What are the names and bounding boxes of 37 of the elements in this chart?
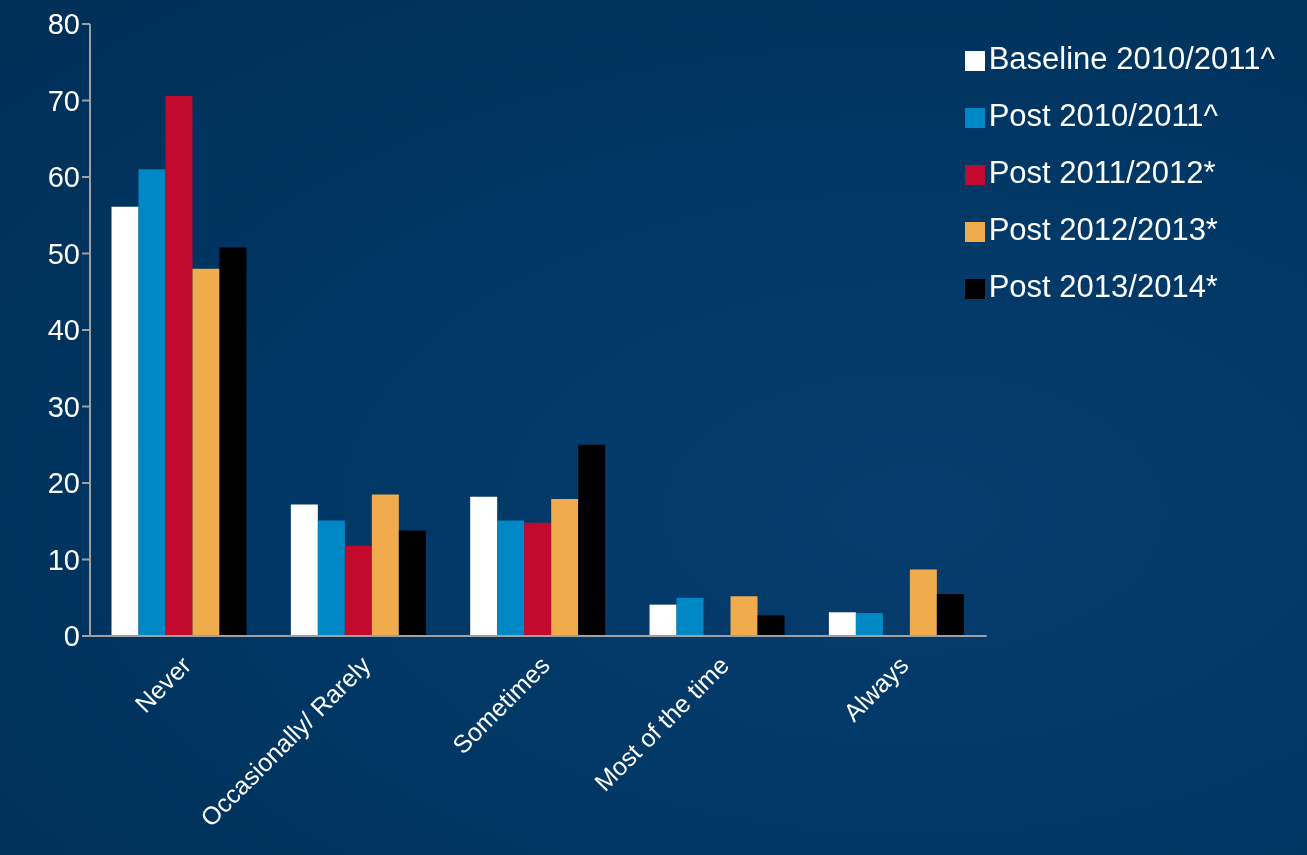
bar xyxy=(649,604,677,636)
bar xyxy=(317,520,345,636)
y-tick-label: 80 xyxy=(47,8,80,41)
bar xyxy=(398,530,426,636)
legend-label: Post 2012/2013* xyxy=(988,212,1218,247)
y-tick-label: 20 xyxy=(47,467,80,500)
legend-label: Post 2013/2014* xyxy=(988,269,1218,304)
bar xyxy=(578,444,606,636)
bar xyxy=(192,268,220,636)
bar xyxy=(909,569,937,636)
bar xyxy=(290,504,318,636)
legend-label: Post 2011/2012* xyxy=(988,155,1216,190)
y-tick-label: 0 xyxy=(63,620,80,653)
legend-label: Post 2010/2011^ xyxy=(988,98,1219,133)
bar xyxy=(344,545,372,636)
bar xyxy=(524,522,552,636)
bar xyxy=(111,206,139,636)
y-tick-label: 50 xyxy=(47,237,80,270)
bar xyxy=(936,593,964,636)
bar xyxy=(551,499,579,636)
bar xyxy=(219,247,247,636)
y-tick-label: 30 xyxy=(47,390,80,423)
bar xyxy=(855,613,883,636)
bar xyxy=(371,494,399,636)
bar xyxy=(757,615,785,636)
bar xyxy=(165,95,193,636)
y-tick-label: 60 xyxy=(47,161,80,194)
y-tick-label: 10 xyxy=(47,543,80,576)
bar xyxy=(828,612,856,636)
legend-label: Baseline 2010/2011^ xyxy=(988,41,1275,76)
bar xyxy=(676,597,704,636)
bar xyxy=(470,496,498,636)
y-tick-label: 70 xyxy=(47,84,80,117)
y-tick-label: 40 xyxy=(47,314,80,347)
bar xyxy=(730,596,758,636)
bar xyxy=(497,520,525,636)
bar xyxy=(138,169,166,636)
